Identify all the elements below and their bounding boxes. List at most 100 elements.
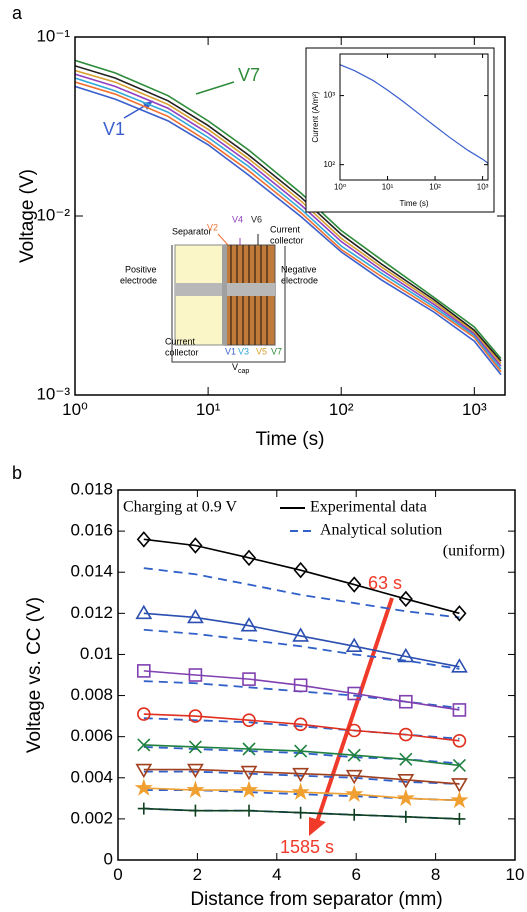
plot-frame: [74, 36, 506, 396]
marker: [451, 778, 468, 793]
marker: [242, 742, 256, 756]
y-tick-label: 0.004: [70, 767, 113, 786]
marker: [187, 763, 204, 779]
series-line: [75, 59, 502, 359]
marker: [135, 763, 153, 779]
x-tick-label: 6: [351, 865, 360, 884]
marker: [399, 727, 413, 742]
x-tick-label: 2: [193, 865, 202, 884]
marker: [188, 537, 203, 554]
y-tick-label: 10⁻³: [36, 384, 70, 403]
x-tick-label: 10³: [477, 182, 489, 191]
label-pointer: [195, 81, 235, 95]
marker: [137, 707, 151, 721]
x-axis-label: Distance from separator (mm): [190, 889, 442, 910]
wire: [217, 233, 229, 246]
series-line: [75, 81, 502, 373]
marker: [452, 703, 467, 717]
x-tick-label: 8: [431, 865, 440, 884]
marker: [347, 723, 362, 738]
inset-chart: 10⁰ 10¹ 10² 10³ 10² 10³ Time (s) Current (A/m²): [305, 47, 495, 213]
marker: [242, 672, 256, 686]
panel-label: a: [12, 3, 23, 23]
series-line: [143, 612, 460, 668]
schematic: Separator V2 V4 V6 Current collector Pos…: [120, 214, 318, 374]
marker: [188, 709, 203, 723]
x-tick-label: 4: [272, 865, 281, 884]
y-tick-label: 0.008: [70, 685, 113, 704]
series-line: [143, 768, 460, 785]
current-collector: [171, 245, 286, 363]
y-tick-label: 0.012: [70, 603, 113, 622]
arrow-head: [309, 817, 326, 836]
schematic-label: Negative: [281, 264, 317, 274]
marker: [240, 617, 258, 632]
schematic-label: electrode: [120, 275, 157, 285]
line-label: V7: [238, 65, 260, 85]
marker: [243, 804, 256, 817]
x-tick-label: 10¹: [196, 400, 221, 419]
marker: [398, 590, 413, 608]
analytical-line: [143, 770, 460, 785]
marker: [345, 769, 363, 785]
series-line: [340, 64, 488, 164]
schematic-label: collector: [165, 347, 199, 357]
marker: [450, 790, 469, 809]
schematic-label: V7: [271, 346, 282, 356]
series-line: [75, 85, 502, 376]
y-tick-label: 10³: [323, 91, 335, 100]
marker: [187, 608, 204, 624]
marker: [294, 744, 308, 758]
marker: [399, 810, 412, 823]
x-tick-label: 10²: [329, 400, 354, 419]
marker: [293, 717, 308, 732]
series-line: [75, 77, 502, 370]
plot-area: [75, 59, 502, 376]
marker: [293, 678, 308, 693]
schematic-label: V2: [207, 222, 218, 232]
marker: [137, 738, 151, 752]
annotation: 63 s: [368, 573, 402, 593]
marker: [242, 713, 256, 728]
inset-frame: [305, 47, 495, 213]
x-tick-label: 10¹: [382, 182, 394, 191]
y-tick-label: 0.014: [70, 562, 113, 581]
schematic-label: collector: [270, 235, 304, 245]
marker: [188, 740, 202, 754]
y-tick-label: 0.01: [80, 644, 113, 663]
time-arrow: [315, 597, 394, 823]
series-line: [75, 73, 502, 367]
x-tick-label: 10³: [462, 400, 487, 419]
y-axis-label: Voltage (V): [17, 169, 38, 263]
y-tick-label: 0.006: [70, 726, 113, 745]
marker: [396, 788, 415, 807]
plot-area: [340, 64, 488, 164]
marker: [399, 752, 413, 766]
marker: [452, 733, 467, 748]
y-tick-label: 10⁻¹: [36, 26, 70, 45]
marker: [292, 767, 310, 783]
marker: [452, 758, 466, 773]
marker: [399, 694, 413, 709]
marker: [186, 780, 205, 798]
marker: [137, 664, 151, 678]
marker: [137, 802, 150, 815]
schematic-label: Current: [270, 224, 301, 234]
schematic-label: V1: [225, 346, 236, 356]
marker: [347, 748, 361, 762]
y-axis-label: Voltage vs. CC (V): [24, 597, 45, 753]
marker: [453, 812, 466, 825]
marker: [345, 784, 364, 802]
marker: [136, 531, 151, 548]
y-tick-label: 10⁻²: [36, 205, 70, 224]
marker: [188, 668, 203, 682]
marker: [347, 576, 362, 593]
schematic-label: Vcap: [232, 362, 249, 374]
analytical-line: [143, 567, 460, 619]
schematic-label: electrode: [281, 275, 318, 285]
y-tick-label: 0.018: [70, 479, 113, 498]
y-tick-label: 0.002: [70, 808, 113, 827]
legend-label: Analytical solution: [320, 522, 442, 539]
marker: [134, 778, 153, 796]
